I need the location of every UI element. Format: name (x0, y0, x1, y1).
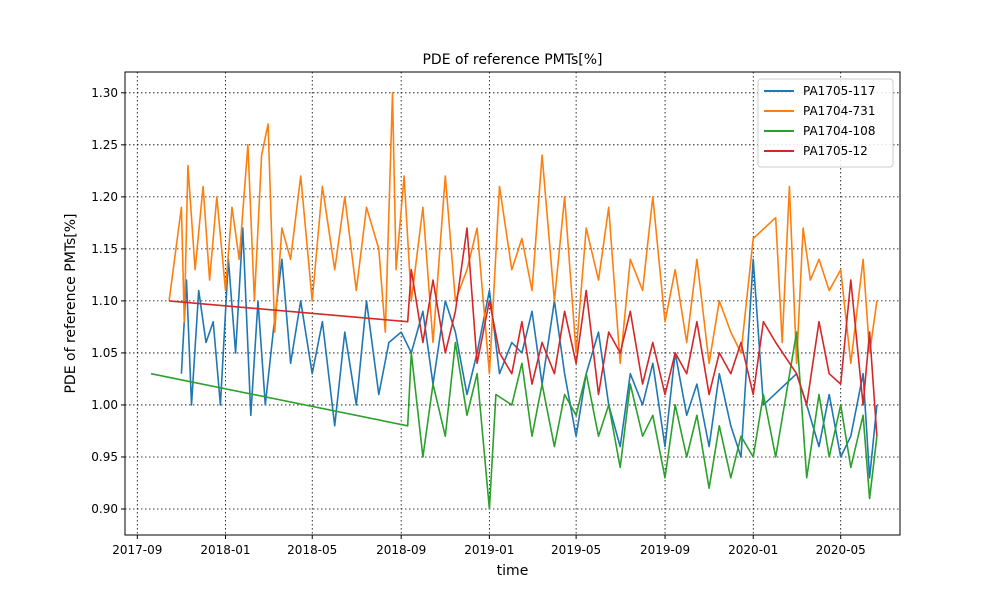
legend-box (757, 78, 894, 168)
series-line-pa1704-731 (168, 92, 878, 375)
legend: PA1705-117 PA1704-731 PA1704-108 PA1705-12 (757, 78, 894, 168)
grid-lines (125, 72, 900, 535)
y-tick-label: 1.05 (91, 346, 118, 360)
x-tick-label: 2019-09 (640, 543, 690, 557)
y-axis-label: PDE of reference PMTs[%] (63, 213, 79, 393)
y-tick-label: 1.10 (91, 294, 118, 308)
legend-label: PA1704-731 (803, 104, 875, 118)
y-axis: 0.90 0.95 1.00 1.05 1.10 1.15 1.20 1.25 1.30 (91, 86, 125, 516)
y-tick-label: 1.15 (91, 242, 118, 256)
x-tick-label: 2020-05 (816, 543, 866, 557)
y-tick-label: 1.30 (91, 86, 118, 100)
y-tick-label: 0.95 (91, 450, 118, 464)
x-tick-label: 2020-01 (728, 543, 778, 557)
x-tick-label: 2018-01 (200, 543, 250, 557)
y-tick-label: 0.90 (91, 502, 118, 516)
x-tick-label: 2017-09 (112, 543, 162, 557)
x-tick-label: 2018-05 (287, 543, 337, 557)
legend-label: PA1705-12 (803, 144, 868, 158)
series-line-pa1704-108 (150, 331, 878, 510)
x-axis: 2017-09 2018-01 2018-05 2018-09 2019-01 2019-… (112, 535, 866, 557)
x-axis-label: time (497, 563, 529, 579)
plot-frame (124, 71, 901, 536)
y-tick-label: 1.00 (91, 398, 118, 412)
series-group (150, 92, 878, 510)
y-tick-label: 1.20 (91, 190, 118, 204)
x-tick-label: 2018-09 (376, 543, 426, 557)
x-tick-label: 2019-01 (464, 543, 514, 557)
chart-title: PDE of reference PMTs[%] (422, 52, 602, 68)
series-line-pa1705-12 (169, 227, 878, 437)
x-tick-label: 2019-05 (551, 543, 601, 557)
legend-label: PA1704-108 (803, 124, 875, 138)
series-line-pa1705-117 (180, 227, 878, 479)
y-tick-label: 1.25 (91, 138, 118, 152)
legend-label: PA1705-117 (803, 84, 875, 98)
